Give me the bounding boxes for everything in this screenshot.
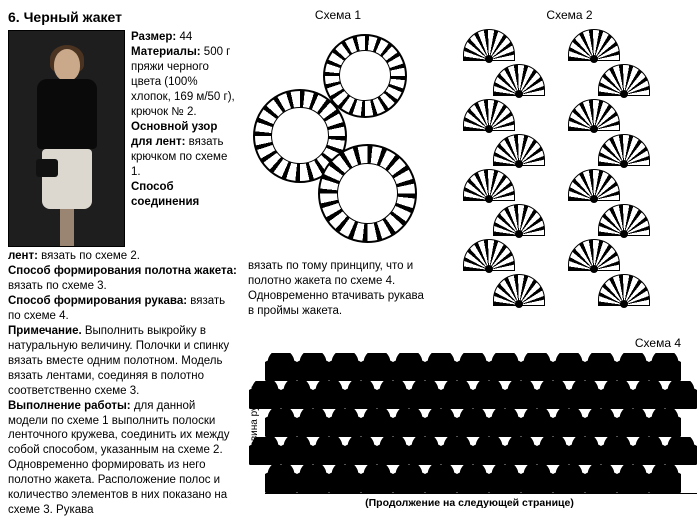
form-sleeve-label: Способ формирования рукава: [8, 295, 187, 307]
size-value: 44 [179, 31, 192, 43]
materials-label: Материалы: [131, 46, 201, 58]
note-label: Примечание. [8, 325, 82, 337]
model-photo [8, 30, 125, 247]
scheme2-label: Схема 2 [448, 8, 691, 24]
column2-text: вязать по тому принципу, что и полотно ж… [248, 259, 428, 319]
scheme2-diagram [448, 24, 691, 304]
work-value: для данной модели по схеме 1 выполнить п… [8, 400, 230, 517]
scheme4-label: Схема 4 [248, 336, 691, 352]
work-label: Выполнение работы: [8, 400, 131, 412]
continuation-note: (Продолжение на следующей странице) [248, 497, 691, 511]
scheme1-diagram [248, 24, 428, 244]
page-title: 6. Черный жакет [8, 8, 238, 26]
form-jacket-value: вязать по схеме 3. [8, 280, 107, 292]
specs-text: Размер: 44 Материалы: 500 г пря­жи черно… [131, 30, 238, 247]
sleeve-half-label: половина рукава [248, 385, 261, 463]
form-jacket-label: Способ формирования полотна жакета: [8, 265, 237, 277]
scheme4-diagram: половина рукава [248, 353, 691, 494]
size-label: Размер: [131, 31, 176, 43]
join-value: вязать по схеме 2. [41, 250, 140, 262]
join-cont-label: лент: [8, 250, 38, 262]
join-label: Способ соединения [131, 181, 199, 208]
scheme1-label: Схема 1 [248, 8, 428, 24]
body-text: лент: вязать по схеме 2. Способ формиров… [8, 249, 238, 518]
